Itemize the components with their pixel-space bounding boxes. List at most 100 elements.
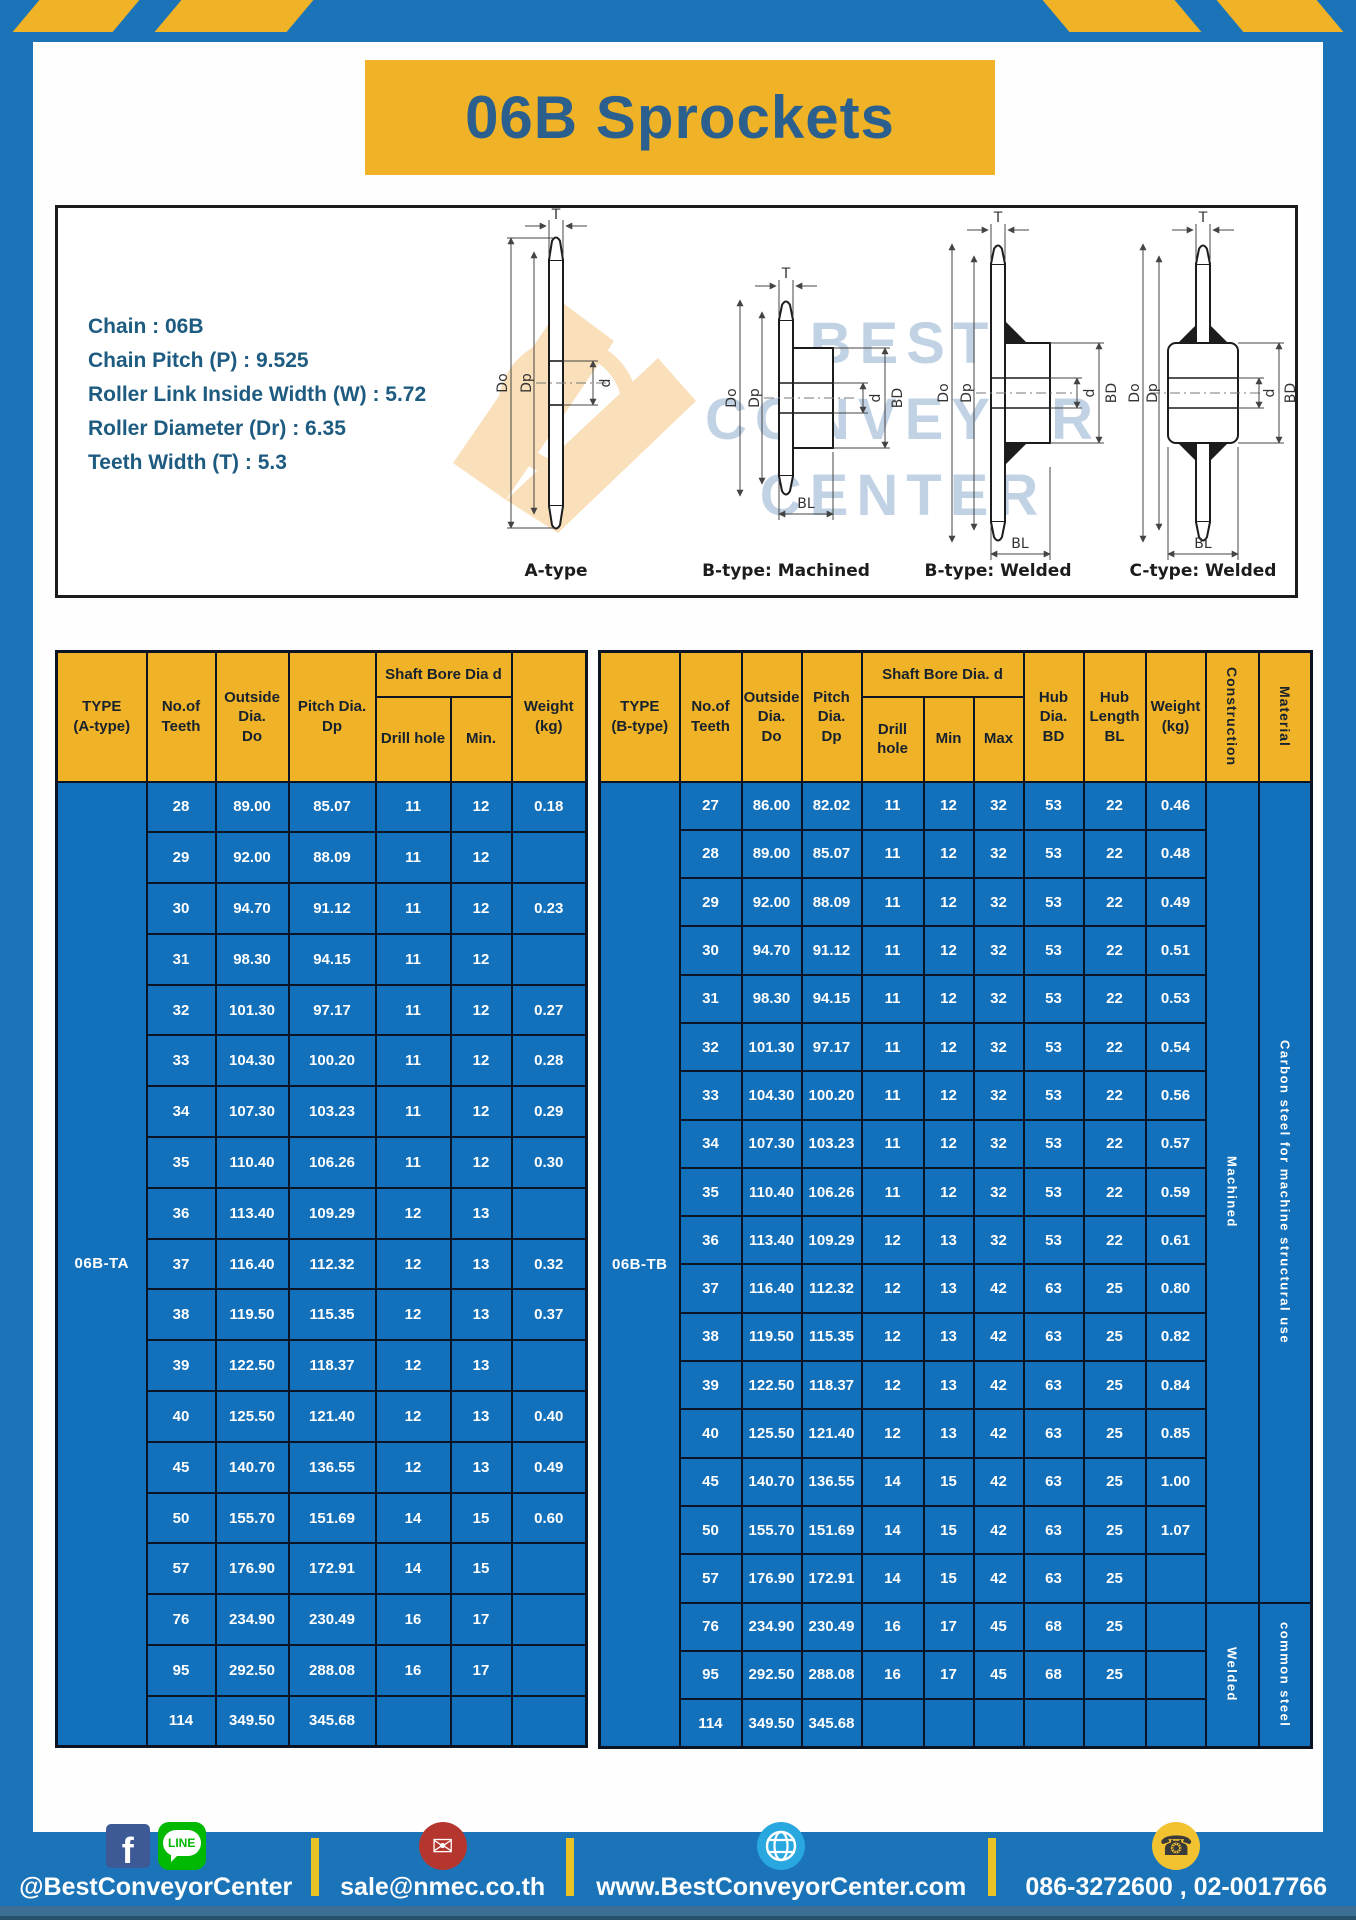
cell-teeth: 33 (678, 1070, 743, 1121)
cell-max: 32 (972, 1118, 1025, 1169)
cell-hub-dia: 63 (1022, 1263, 1085, 1314)
cell-drill-hole: 11 (374, 780, 452, 834)
cell-outside-dia: 116.40 (740, 1263, 803, 1314)
cell-min: 12 (449, 983, 513, 1037)
footer-phone-numbers: 086-3272600 , 02-0017766 (1025, 1873, 1328, 1901)
diagram-label-a-type: A-type (524, 561, 587, 581)
cell-weight: 0.49 (510, 1440, 588, 1494)
line-icon-label: LINE (162, 1830, 201, 1862)
cell-drill-hole: 11 (860, 925, 925, 976)
cell-weight (510, 831, 588, 885)
spec-line-roller-width: Roller Link Inside Width (W) : 5.72 (88, 383, 427, 406)
cell-hub-length: 22 (1082, 925, 1147, 976)
cell-pitch-dia: 112.32 (800, 1263, 863, 1314)
cell-weight (510, 1186, 588, 1240)
cell-hub-dia: 63 (1022, 1311, 1085, 1363)
cell-outside-dia: 122.50 (214, 1339, 290, 1393)
cell-weight: 0.61 (1144, 1215, 1207, 1266)
cell-pitch-dia: 115.35 (287, 1288, 377, 1342)
cell-teeth: 37 (145, 1237, 217, 1291)
cell-weight: 0.80 (1144, 1263, 1207, 1314)
cell-max: 45 (972, 1601, 1025, 1652)
diagram-c-type-welded: T Do Dp d BD BL C-t (1127, 210, 1295, 581)
dim-label-dp: Dp (959, 383, 975, 403)
cell-min: 17 (449, 1644, 513, 1697)
cell-outside-dia: 107.30 (214, 1085, 290, 1139)
cell-min: 15 (922, 1504, 975, 1556)
table-row: 36 113.40 109.29 12 13 (57, 1186, 588, 1240)
cell-teeth: 31 (145, 932, 217, 986)
footer-website-section: www.BestConveyorCenter.com (574, 1822, 989, 1920)
page-title: 06B Sprockets (365, 60, 995, 175)
cell-max: 42 (972, 1553, 1025, 1604)
dim-label-d: d (1082, 389, 1098, 398)
diagram-b-type-machined: T Do Dp d BD BL B-t (702, 266, 906, 581)
cell-teeth: 95 (145, 1644, 217, 1697)
cell-drill-hole: 11 (860, 1021, 925, 1073)
table-row: 57 176.90 172.91 14 15 42 63 25 (600, 1553, 1312, 1604)
table-row: 39 122.50 118.37 12 13 42 63 25 0.84 (600, 1360, 1312, 1411)
watermark-line: BEST (809, 311, 997, 376)
diagram-label-b-machined: B-type: Machined (702, 561, 870, 581)
cell-pitch-dia: 151.69 (800, 1504, 863, 1556)
cell-weight: 0.18 (510, 780, 588, 834)
dim-label-bl: BL (797, 496, 815, 512)
cell-max: 32 (972, 1166, 1025, 1218)
type-cell: 06B-TB (598, 780, 681, 1749)
footer-divider (565, 1838, 574, 1896)
column-header: Pitch Dia. Dp (800, 650, 863, 783)
cell-pitch-dia: 118.37 (800, 1360, 863, 1411)
cell-hub-dia: 53 (1022, 1215, 1085, 1266)
cell-max: 32 (972, 828, 1025, 880)
cell-min: 12 (449, 1034, 513, 1088)
cell-teeth: 30 (678, 925, 743, 976)
cell-min: 15 (449, 1542, 513, 1596)
cell-drill-hole: 11 (860, 780, 925, 831)
cell-min: 13 (449, 1288, 513, 1342)
column-header: Hub Dia. BD (1022, 650, 1085, 783)
cell-pitch-dia: 103.23 (800, 1118, 863, 1169)
cell-outside-dia: 101.30 (214, 983, 290, 1037)
cell-pitch-dia: 91.12 (800, 925, 863, 976)
cell-teeth: 37 (678, 1263, 743, 1314)
cell-hub-dia: 63 (1022, 1504, 1085, 1556)
cell-outside-dia: 94.70 (740, 925, 803, 976)
cell-pitch-dia: 345.68 (800, 1698, 863, 1749)
cell-weight: 0.28 (510, 1034, 588, 1088)
table-06b-ta-body: 06B-TA 28 89.00 85.07 11 12 0.18 29 92.00 88.09 11… (55, 780, 588, 1748)
cell-min: 12 (449, 780, 513, 834)
cell-min: 13 (922, 1263, 975, 1314)
table-row: 50 155.70 151.69 14 15 42 63 25 1.07 (600, 1504, 1312, 1556)
dim-label-do: Do (1127, 383, 1143, 402)
cell-teeth: 40 (678, 1408, 743, 1459)
cell-pitch-dia: 100.20 (287, 1034, 377, 1088)
column-header: TYPE (B-type) (598, 650, 681, 783)
column-header: Construction (1204, 650, 1260, 783)
dim-label-bl: BL (1011, 536, 1029, 552)
cell-outside-dia: 116.40 (214, 1237, 290, 1291)
header-subrow: Drill hole Min Max (600, 695, 1312, 783)
cell-pitch-dia: 288.08 (287, 1644, 377, 1697)
cell-outside-dia: 107.30 (740, 1118, 803, 1169)
table-row: 06B-TA 28 89.00 85.07 11 12 0.18 (55, 780, 588, 1748)
cell-max: 32 (972, 1021, 1025, 1073)
globe-icon (757, 1822, 806, 1870)
cell-teeth: 30 (145, 882, 217, 935)
cell-weight: 0.85 (1144, 1408, 1207, 1459)
cell-teeth: 114 (678, 1698, 743, 1749)
cell-min: 12 (922, 925, 975, 976)
cell-weight: 0.27 (510, 983, 588, 1037)
cell-outside-dia: 104.30 (214, 1034, 290, 1088)
cell-min: 12 (922, 828, 975, 880)
column-header: Weight (kg) (510, 650, 588, 783)
cell-drill-hole: 11 (374, 831, 452, 885)
table-row: 38 119.50 115.35 12 13 42 63 25 0.82 (600, 1311, 1312, 1363)
table-row: 57 176.90 172.91 14 15 (57, 1542, 588, 1596)
cell-hub-dia (1022, 1698, 1085, 1749)
chain-specs: Chain : 06B Chain Pitch (P) : 9.525 Roll… (88, 310, 426, 480)
table-row: 06B-TB 27 86.00 82.02 11 12 32 53 22 0.46 Machined… (598, 780, 1313, 1749)
cell-weight (1144, 1698, 1207, 1749)
cell-pitch-dia: 121.40 (287, 1390, 377, 1443)
cell-hub-length: 25 (1082, 1360, 1147, 1411)
cell-drill-hole: 12 (860, 1360, 925, 1411)
